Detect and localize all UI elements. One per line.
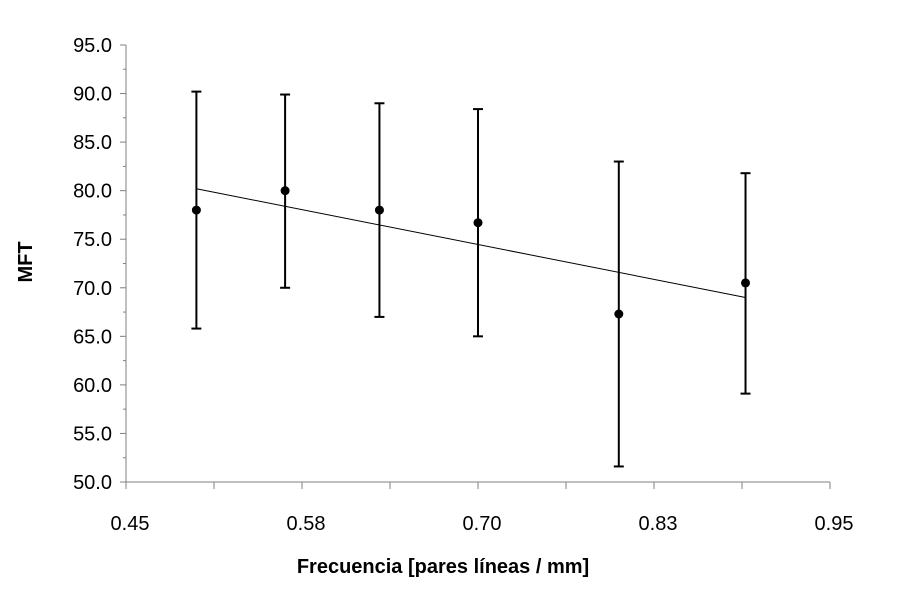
- trendline: [196, 188, 746, 298]
- y-tick-label: 70.0: [73, 278, 112, 300]
- x-tick-label: 0.58: [287, 513, 326, 535]
- data-points-group: [191, 90, 751, 468]
- data-point: [191, 205, 201, 215]
- y-tick-label: 85.0: [73, 132, 112, 154]
- data-point: [280, 186, 290, 196]
- y-tick-label: 65.0: [73, 326, 112, 348]
- x-tick-label: 0.70: [463, 513, 502, 535]
- x-tick-label: 0.83: [639, 513, 678, 535]
- x-axis-title: Frecuencia [pares líneas / mm]: [297, 556, 589, 578]
- data-point: [741, 278, 751, 288]
- x-tick-label: 0.95: [815, 513, 854, 535]
- x-axis: 0.45 0.58 0.70 0.83 0.95: [111, 481, 854, 535]
- trendline-group: [196, 188, 746, 298]
- data-point: [614, 309, 624, 319]
- y-axis: 50.0 55.0 60.0 65.0 70.0 75.0 80.0 85.0 90.0 95.0: [73, 35, 127, 494]
- y-tick-label: 60.0: [73, 375, 112, 397]
- y-tick-label: 80.0: [73, 181, 112, 203]
- y-axis-title: MFT: [15, 241, 37, 282]
- y-tick-label: 90.0: [73, 84, 112, 106]
- data-point: [374, 205, 384, 215]
- data-point: [473, 218, 483, 228]
- x-tick-label: 0.45: [111, 513, 150, 535]
- y-tick-label: 50.0: [73, 472, 112, 494]
- y-tick-label: 55.0: [73, 423, 112, 445]
- y-tick-label: 95.0: [73, 35, 112, 57]
- y-tick-label: 75.0: [73, 229, 112, 251]
